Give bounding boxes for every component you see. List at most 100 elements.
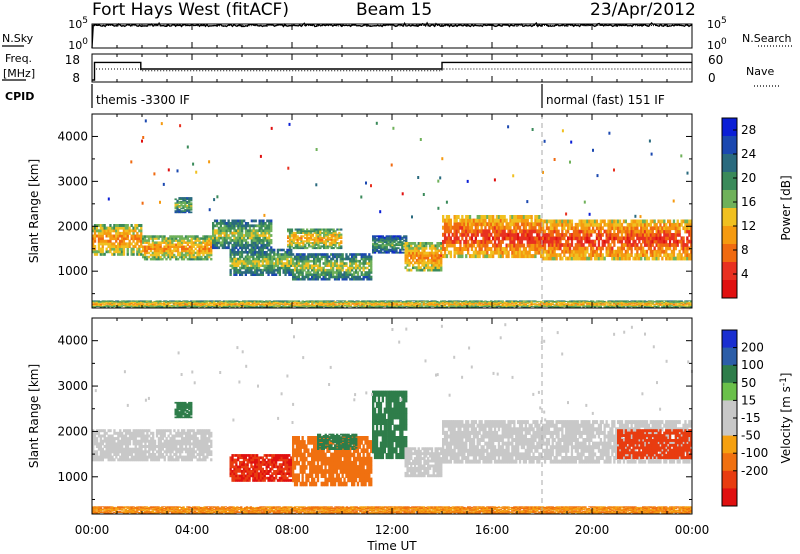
power-cell bbox=[267, 259, 270, 263]
power-cell bbox=[220, 303, 224, 305]
power-cell bbox=[311, 304, 314, 306]
power-cell bbox=[565, 222, 568, 227]
power-cell bbox=[120, 250, 124, 254]
freq-tick-bottom-left: 8 bbox=[72, 71, 80, 85]
power-cell bbox=[299, 277, 302, 281]
power-cell bbox=[303, 264, 306, 267]
power-cell bbox=[592, 239, 595, 244]
power-cell bbox=[341, 253, 344, 256]
power-cell bbox=[476, 254, 479, 259]
power-cell bbox=[193, 302, 197, 304]
power-cell bbox=[684, 256, 687, 261]
power-cell bbox=[547, 253, 551, 257]
power-cell bbox=[298, 247, 301, 250]
power-cell bbox=[486, 254, 489, 259]
power-cell bbox=[173, 243, 176, 246]
power-cell bbox=[178, 300, 181, 302]
power-cell bbox=[315, 235, 318, 238]
power-cell bbox=[294, 231, 297, 234]
power-cell bbox=[188, 302, 191, 304]
power-cell bbox=[663, 222, 666, 227]
power-cell bbox=[247, 306, 251, 307]
power-cell bbox=[590, 233, 593, 237]
power-cell bbox=[302, 247, 305, 250]
power-cell bbox=[271, 248, 274, 252]
power-cell bbox=[290, 231, 294, 234]
power-cell bbox=[615, 233, 618, 237]
power-cell bbox=[640, 256, 643, 261]
power-cell bbox=[634, 226, 637, 231]
power-cell bbox=[147, 237, 151, 240]
power-cell bbox=[395, 235, 398, 238]
power-cell bbox=[582, 253, 585, 257]
power-cell bbox=[309, 304, 312, 306]
power-cell bbox=[493, 229, 497, 234]
power-cell bbox=[248, 262, 251, 265]
power-cell bbox=[109, 250, 112, 254]
power-cell bbox=[290, 273, 293, 276]
power-cell bbox=[99, 250, 102, 254]
power-cell bbox=[309, 233, 313, 236]
power-cell bbox=[368, 257, 371, 261]
power-cell bbox=[332, 253, 335, 256]
power-cell bbox=[272, 300, 276, 302]
power-cell bbox=[343, 257, 346, 261]
power-cell bbox=[241, 246, 244, 250]
power-cell bbox=[229, 251, 232, 254]
power-cell bbox=[280, 301, 283, 303]
power-cell bbox=[349, 277, 352, 281]
power-cell bbox=[686, 222, 689, 227]
power-cell bbox=[253, 306, 256, 308]
power-cell bbox=[372, 244, 375, 247]
power-cell bbox=[415, 251, 419, 255]
power-cell bbox=[227, 234, 230, 237]
power-cell bbox=[208, 253, 211, 257]
power-cell bbox=[427, 251, 430, 255]
power-cell bbox=[266, 246, 269, 250]
power-cell bbox=[307, 277, 310, 281]
power-cell bbox=[467, 239, 470, 244]
power-cell bbox=[302, 228, 305, 231]
power-cell bbox=[370, 255, 373, 259]
power-cell bbox=[507, 222, 510, 227]
power-cell bbox=[147, 239, 151, 242]
power-cell bbox=[276, 257, 280, 261]
power-cell bbox=[130, 306, 133, 307]
power-cell bbox=[335, 253, 339, 256]
power-cell bbox=[476, 225, 479, 230]
power-cell bbox=[421, 256, 424, 260]
power-cell bbox=[145, 245, 149, 248]
power-cell bbox=[495, 247, 499, 251]
power-cell bbox=[522, 250, 526, 255]
power-cell bbox=[305, 300, 308, 302]
power-cell bbox=[212, 241, 215, 245]
power-cell bbox=[307, 243, 311, 246]
power-cell bbox=[242, 302, 245, 304]
power-cell bbox=[190, 304, 193, 306]
power-cell bbox=[663, 229, 666, 234]
power-cell bbox=[393, 247, 396, 250]
power-cell bbox=[419, 244, 422, 248]
power-cell bbox=[490, 254, 493, 259]
power-cell bbox=[645, 226, 649, 231]
power-cell bbox=[182, 239, 186, 242]
power-cell bbox=[295, 255, 299, 259]
power-cell bbox=[335, 277, 339, 281]
power-cell bbox=[599, 233, 602, 237]
power-cell bbox=[101, 229, 104, 233]
power-cell bbox=[136, 250, 139, 254]
power-cell bbox=[672, 222, 676, 227]
power-cell bbox=[421, 261, 424, 265]
power-cell bbox=[176, 306, 179, 307]
power-cell bbox=[248, 229, 252, 233]
power-cell bbox=[324, 230, 328, 233]
power-cell bbox=[122, 302, 126, 304]
power-cell bbox=[97, 300, 101, 302]
power-cell bbox=[184, 301, 187, 303]
power-cell bbox=[145, 241, 149, 244]
power-cell bbox=[611, 233, 614, 237]
power-cell bbox=[171, 237, 174, 240]
power-cell bbox=[389, 239, 392, 242]
power-cell bbox=[198, 251, 201, 255]
power-cell bbox=[607, 222, 610, 227]
